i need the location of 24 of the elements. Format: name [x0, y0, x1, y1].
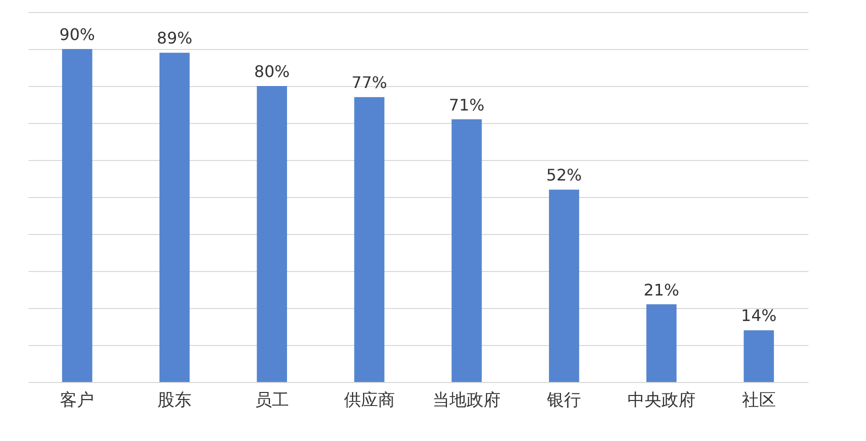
bar: [548, 190, 580, 382]
data-label: 77%: [352, 73, 388, 92]
x-tick-label: 客户: [60, 390, 94, 410]
bar: [159, 52, 190, 382]
bar: [256, 86, 288, 382]
data-label: 14%: [741, 306, 777, 326]
bar: [744, 330, 774, 382]
x-tick-label: 供应商: [344, 390, 395, 410]
data-label: 90%: [59, 25, 95, 44]
bar: [62, 49, 92, 382]
x-tick-label: 中央政府: [627, 390, 696, 410]
x-tick-label: 员工: [254, 390, 289, 410]
data-label: 52%: [546, 166, 582, 185]
x-tick-label: 社区: [742, 390, 776, 410]
data-label: 89%: [156, 28, 192, 48]
bar: [354, 97, 384, 382]
x-tick-label: 银行: [546, 390, 582, 410]
data-label: 71%: [448, 95, 484, 114]
data-label: 21%: [644, 280, 680, 300]
data-label: 80%: [254, 62, 290, 81]
bar: [646, 304, 677, 382]
x-tick-label: 股东: [158, 390, 192, 410]
bar: [452, 119, 482, 382]
x-tick-label: 当地政府: [432, 390, 501, 410]
